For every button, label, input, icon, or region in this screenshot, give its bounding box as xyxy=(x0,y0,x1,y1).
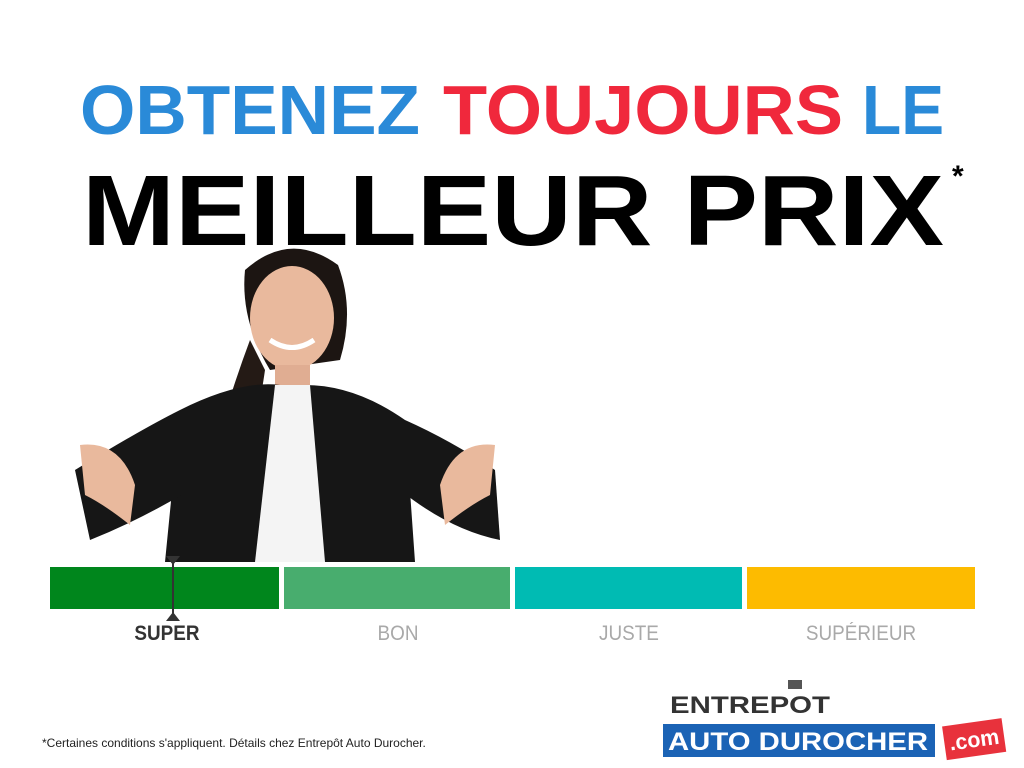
logo-line2: AUTO DUROCHER xyxy=(668,728,928,756)
woman-pointing-photo xyxy=(75,248,500,562)
scale-label-superieur: SUPÉRIEUR xyxy=(805,622,917,645)
car-icon xyxy=(788,680,802,689)
headline-asterisk: * xyxy=(952,160,964,193)
scale-label-super: SUPER xyxy=(134,622,200,645)
headline-word-le: LE xyxy=(862,71,944,149)
scale-segment-super xyxy=(50,567,279,609)
price-marker-icon xyxy=(166,556,180,621)
scale-segment-juste xyxy=(515,567,742,609)
headline-line2: MEILLEUR PRIX xyxy=(82,155,944,267)
entrepot-auto-durocher-logo: ENTREPOT AUTO DUROCHER .com xyxy=(663,680,1007,761)
headline: OBTENEZ TOUJOURS LE MEILLEUR PRIX * xyxy=(80,71,964,267)
disclaimer: *Certaines conditions s'appliquent. Déta… xyxy=(42,736,426,750)
headline-word-obtenez: OBTENEZ xyxy=(80,71,420,149)
scale-label-bon: BON xyxy=(377,622,419,645)
scale-segment-bon xyxy=(284,567,510,609)
logo-line1: ENTREPOT xyxy=(670,692,830,719)
scale-label-juste: JUSTE xyxy=(599,622,659,645)
headline-word-toujours: TOUJOURS xyxy=(443,71,843,149)
scale-segment-superieur xyxy=(747,567,975,609)
